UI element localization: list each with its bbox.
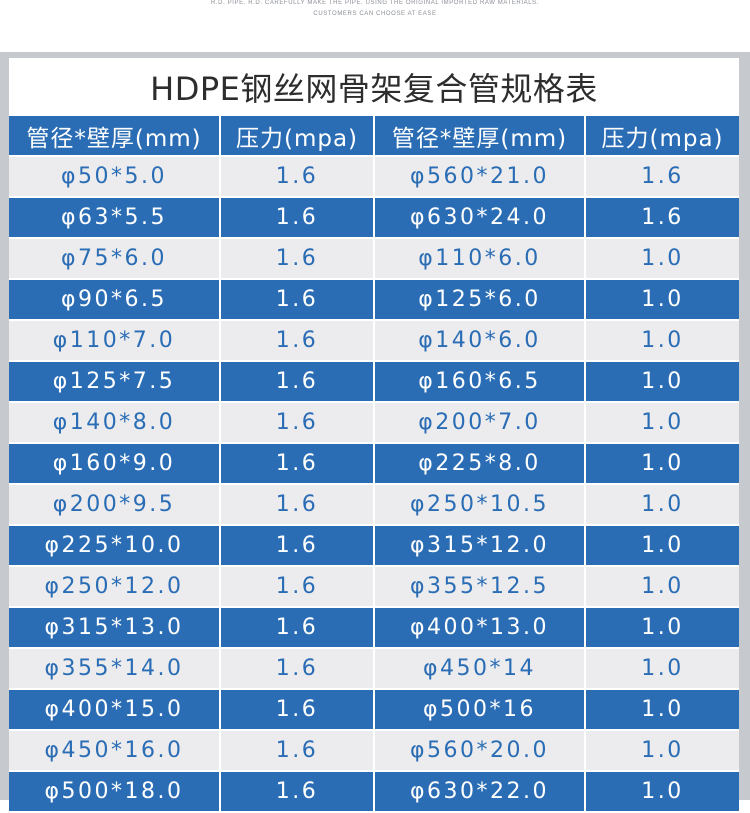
cell-diameter-wall: φ450*14: [374, 648, 586, 690]
cell-diameter-wall: φ500*18.0: [9, 771, 221, 813]
cell-diameter-wall: φ500*16: [374, 689, 586, 731]
spec-table-frame: HDPE钢丝网骨架复合管规格表 管径*壁厚(mm) 压力(mpa) 管径*壁厚(…: [0, 52, 750, 813]
table-row: φ315*13.0 1.6 φ400*13.0 1.0: [9, 607, 739, 649]
table-row: φ125*7.5 1.6 φ160*6.5 1.0: [9, 361, 739, 403]
cell-pressure: 1.0: [585, 361, 739, 403]
cell-diameter-wall: φ560*21.0: [374, 156, 586, 198]
table-row: φ160*9.0 1.6 φ225*8.0 1.0: [9, 443, 739, 485]
cell-pressure: 1.6: [220, 648, 375, 690]
cell-diameter-wall: φ250*10.5: [374, 484, 586, 526]
table-row: φ75*6.0 1.6 φ110*6.0 1.0: [9, 238, 739, 280]
table-row: φ355*14.0 1.6 φ450*14 1.0: [9, 648, 739, 690]
table-body: φ50*5.0 1.6 φ560*21.0 1.6 φ63*5.5 1.6 φ6…: [9, 156, 739, 813]
cell-diameter-wall: φ630*24.0: [374, 197, 586, 239]
cell-diameter-wall: φ125*6.0: [374, 279, 586, 321]
cell-pressure: 1.0: [585, 566, 739, 608]
cell-pressure: 1.6: [585, 156, 739, 198]
table-row: φ110*7.0 1.6 φ140*6.0 1.0: [9, 320, 739, 362]
cell-pressure: 1.6: [220, 197, 375, 239]
cell-pressure: 1.0: [585, 771, 739, 813]
cell-pressure: 1.6: [220, 771, 375, 813]
table-row: φ225*10.0 1.6 φ315*12.0 1.0: [9, 525, 739, 567]
spec-table-container: HDPE钢丝网骨架复合管规格表 管径*壁厚(mm) 压力(mpa) 管径*壁厚(…: [9, 58, 739, 813]
cell-pressure: 1.0: [585, 648, 739, 690]
cell-pressure: 1.6: [220, 320, 375, 362]
tagline-line-2: CUSTOMERS CAN CHOOSE AT EASE: [313, 11, 437, 17]
cell-pressure: 1.6: [220, 484, 375, 526]
cell-diameter-wall: φ355*14.0: [9, 648, 221, 690]
table-row: φ450*16.0 1.6 φ560*20.0 1.0: [9, 730, 739, 772]
cell-diameter-wall: φ200*7.0: [374, 402, 586, 444]
cell-diameter-wall: φ400*15.0: [9, 689, 221, 731]
cell-diameter-wall: φ125*7.5: [9, 361, 221, 403]
column-header-pressure-left: 压力(mpa): [220, 116, 375, 157]
column-header-diameter-wall-right: 管径*壁厚(mm): [374, 116, 586, 157]
cell-pressure: 1.0: [585, 238, 739, 280]
cell-pressure: 1.0: [585, 607, 739, 649]
cell-pressure: 1.6: [585, 197, 739, 239]
table-row: φ250*12.0 1.6 φ355*12.5 1.0: [9, 566, 739, 608]
cell-pressure: 1.6: [220, 525, 375, 567]
table-title: HDPE钢丝网骨架复合管规格表: [150, 70, 598, 108]
cell-pressure: 1.6: [220, 361, 375, 403]
cell-diameter-wall: φ400*13.0: [374, 607, 586, 649]
cell-diameter-wall: φ560*20.0: [374, 730, 586, 772]
cell-diameter-wall: φ90*6.5: [9, 279, 221, 321]
header-row: 管径*壁厚(mm) 压力(mpa) 管径*壁厚(mm) 压力(mpa): [9, 116, 739, 157]
table-row: φ140*8.0 1.6 φ200*7.0 1.0: [9, 402, 739, 444]
cell-pressure: 1.6: [220, 566, 375, 608]
cell-pressure: 1.0: [585, 730, 739, 772]
cell-pressure: 1.6: [220, 402, 375, 444]
cell-diameter-wall: φ160*6.5: [374, 361, 586, 403]
cell-diameter-wall: φ355*12.5: [374, 566, 586, 608]
table-row: φ90*6.5 1.6 φ125*6.0 1.0: [9, 279, 739, 321]
top-banner: R.D. PIPE. R.D. CAREFULLY MAKE THE PIPE.…: [0, 0, 750, 52]
cell-pressure: 1.6: [220, 238, 375, 280]
cell-diameter-wall: φ140*6.0: [374, 320, 586, 362]
cell-diameter-wall: φ110*7.0: [9, 320, 221, 362]
table-row: φ500*18.0 1.6 φ630*22.0 1.0: [9, 771, 739, 813]
cell-pressure: 1.6: [220, 689, 375, 731]
table-row: φ200*9.5 1.6 φ250*10.5 1.0: [9, 484, 739, 526]
cell-diameter-wall: φ75*6.0: [9, 238, 221, 280]
cell-pressure: 1.0: [585, 689, 739, 731]
cell-diameter-wall: φ225*10.0: [9, 525, 221, 567]
cell-diameter-wall: φ225*8.0: [374, 443, 586, 485]
table-title-bar: HDPE钢丝网骨架复合管规格表: [9, 58, 739, 116]
table-row: φ63*5.5 1.6 φ630*24.0 1.6: [9, 197, 739, 239]
cell-pressure: 1.0: [585, 402, 739, 444]
cell-diameter-wall: φ200*9.5: [9, 484, 221, 526]
cell-diameter-wall: φ160*9.0: [9, 443, 221, 485]
table-row: φ400*15.0 1.6 φ500*16 1.0: [9, 689, 739, 731]
cell-pressure: 1.6: [220, 607, 375, 649]
cell-diameter-wall: φ110*6.0: [374, 238, 586, 280]
cell-diameter-wall: φ63*5.5: [9, 197, 221, 239]
cell-pressure: 1.6: [220, 443, 375, 485]
cell-pressure: 1.0: [585, 320, 739, 362]
cell-pressure: 1.0: [585, 525, 739, 567]
cell-diameter-wall: φ250*12.0: [9, 566, 221, 608]
cell-diameter-wall: φ315*13.0: [9, 607, 221, 649]
spec-table: 管径*壁厚(mm) 压力(mpa) 管径*壁厚(mm) 压力(mpa) φ50*…: [9, 116, 739, 813]
cell-diameter-wall: φ50*5.0: [9, 156, 221, 198]
cell-diameter-wall: φ450*16.0: [9, 730, 221, 772]
cell-pressure: 1.6: [220, 279, 375, 321]
cell-pressure: 1.0: [585, 443, 739, 485]
column-header-pressure-right: 压力(mpa): [585, 116, 739, 157]
tagline-line-1: R.D. PIPE. R.D. CAREFULLY MAKE THE PIPE.…: [210, 0, 540, 6]
column-header-diameter-wall-left: 管径*壁厚(mm): [9, 116, 221, 157]
cell-diameter-wall: φ630*22.0: [374, 771, 586, 813]
cell-pressure: 1.6: [220, 156, 375, 198]
cell-diameter-wall: φ140*8.0: [9, 402, 221, 444]
cell-pressure: 1.0: [585, 484, 739, 526]
cell-pressure: 1.0: [585, 279, 739, 321]
cell-pressure: 1.6: [220, 730, 375, 772]
cell-diameter-wall: φ315*12.0: [374, 525, 586, 567]
table-row: φ50*5.0 1.6 φ560*21.0 1.6: [9, 156, 739, 198]
